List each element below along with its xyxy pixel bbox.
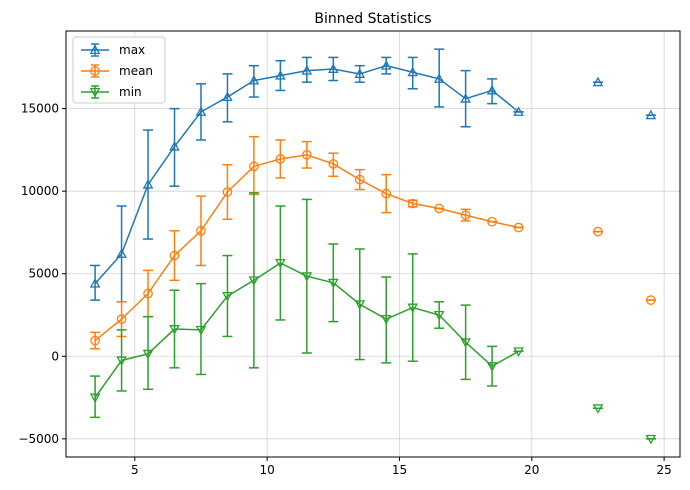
data-point [275, 258, 286, 269]
data-point [513, 222, 524, 233]
legend-marker [89, 44, 101, 55]
data-point [142, 349, 154, 360]
data-point [301, 149, 312, 160]
legend: max mean min [72, 36, 166, 104]
data-point [89, 278, 101, 288]
data-point [486, 84, 498, 95]
legend-label: mean [119, 64, 153, 78]
data-point [195, 106, 207, 116]
data-point [434, 203, 445, 214]
y-tick-label: 10000 [21, 184, 59, 198]
data-point [169, 141, 180, 151]
data-point [354, 174, 365, 185]
data-point [169, 250, 180, 261]
data-point [116, 314, 127, 324]
data-point [116, 356, 127, 366]
y-tick-label: 0 [51, 349, 59, 363]
data-point [248, 276, 260, 286]
data-point [327, 63, 339, 73]
legend-item-mean: mean [81, 64, 153, 78]
data-point [222, 187, 233, 197]
data-point [645, 434, 657, 445]
x-tick-label: 20 [524, 463, 539, 477]
chart-title: Binned Statistics [314, 11, 431, 27]
data-point [592, 76, 604, 87]
data-point [195, 325, 207, 336]
plot-area [89, 48, 657, 445]
legend-marker [89, 87, 101, 98]
x-tick-label: 5 [131, 463, 139, 477]
data-point [89, 393, 101, 404]
data-point [116, 248, 127, 258]
data-point [433, 310, 445, 321]
data-point [645, 109, 657, 120]
y-tick-label: 15000 [21, 102, 59, 116]
legend-label: min [119, 85, 142, 99]
x-tick-label: 15 [392, 463, 407, 477]
data-point [380, 60, 392, 70]
data-point [327, 278, 339, 289]
data-point [222, 292, 233, 302]
data-point [513, 106, 524, 116]
data-point [460, 93, 471, 103]
data-point [142, 179, 154, 189]
data-point [143, 288, 153, 299]
data-point [433, 73, 445, 83]
series-line [94, 64, 520, 285]
legend-item-min: min [81, 85, 142, 99]
data-point [487, 216, 497, 227]
y-tick-label: 5000 [28, 267, 59, 281]
data-point [407, 303, 419, 314]
data-point [381, 188, 392, 199]
legend-item-max: max [81, 43, 145, 57]
data-point [592, 404, 604, 414]
data-point [90, 335, 100, 346]
data-point [354, 68, 366, 78]
data-point [301, 272, 313, 282]
data-point [460, 338, 471, 348]
data-point [354, 300, 366, 310]
data-point [249, 161, 259, 172]
x-tick-label: 10 [259, 463, 274, 477]
data-point [275, 154, 286, 164]
legend-label: max [119, 43, 145, 57]
series-mean [90, 135, 656, 350]
data-point [646, 295, 656, 305]
series-max [89, 48, 657, 303]
data-point [196, 225, 206, 236]
x-axis: 5 10 15 20 25 [131, 457, 672, 477]
data-point [407, 198, 418, 209]
data-point [301, 65, 313, 75]
data-point [275, 70, 286, 80]
data-point [328, 159, 339, 169]
data-point [407, 66, 419, 77]
grid [66, 31, 680, 457]
x-tick-label: 25 [656, 463, 671, 477]
data-point [169, 325, 180, 335]
data-point [460, 210, 471, 220]
legend-marker [90, 66, 100, 76]
data-point [486, 362, 498, 372]
data-point [513, 347, 524, 357]
axes-frame [65, 30, 681, 458]
series-line [94, 262, 519, 398]
y-tick-label: −5000 [18, 432, 59, 446]
series-line [94, 154, 519, 342]
data-point [593, 226, 603, 237]
data-point [222, 91, 233, 102]
data-point [248, 74, 260, 85]
y-axis: −5000 0 5000 10000 15000 [18, 102, 66, 446]
data-point [380, 315, 392, 325]
series-min [89, 192, 657, 445]
